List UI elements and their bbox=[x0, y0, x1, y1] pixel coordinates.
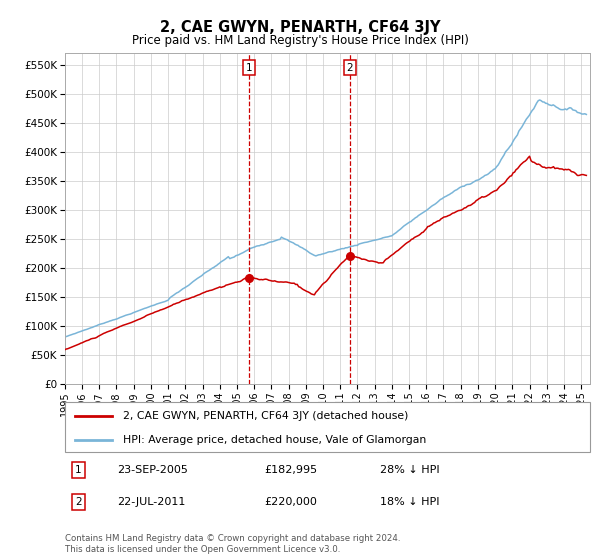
Text: 22-JUL-2011: 22-JUL-2011 bbox=[118, 497, 185, 507]
Text: 28% ↓ HPI: 28% ↓ HPI bbox=[380, 465, 439, 475]
Text: £220,000: £220,000 bbox=[265, 497, 317, 507]
Text: Price paid vs. HM Land Registry's House Price Index (HPI): Price paid vs. HM Land Registry's House … bbox=[131, 34, 469, 46]
Text: 2: 2 bbox=[76, 497, 82, 507]
Text: HPI: Average price, detached house, Vale of Glamorgan: HPI: Average price, detached house, Vale… bbox=[122, 435, 426, 445]
Text: Contains HM Land Registry data © Crown copyright and database right 2024.
This d: Contains HM Land Registry data © Crown c… bbox=[65, 534, 400, 554]
Text: 2, CAE GWYN, PENARTH, CF64 3JY (detached house): 2, CAE GWYN, PENARTH, CF64 3JY (detached… bbox=[122, 411, 408, 421]
FancyBboxPatch shape bbox=[65, 402, 590, 452]
Text: 23-SEP-2005: 23-SEP-2005 bbox=[118, 465, 188, 475]
Text: 1: 1 bbox=[76, 465, 82, 475]
Text: 2: 2 bbox=[346, 63, 353, 73]
Text: 2, CAE GWYN, PENARTH, CF64 3JY: 2, CAE GWYN, PENARTH, CF64 3JY bbox=[160, 20, 440, 35]
Text: £182,995: £182,995 bbox=[265, 465, 317, 475]
Text: 18% ↓ HPI: 18% ↓ HPI bbox=[380, 497, 439, 507]
Text: 1: 1 bbox=[246, 63, 253, 73]
